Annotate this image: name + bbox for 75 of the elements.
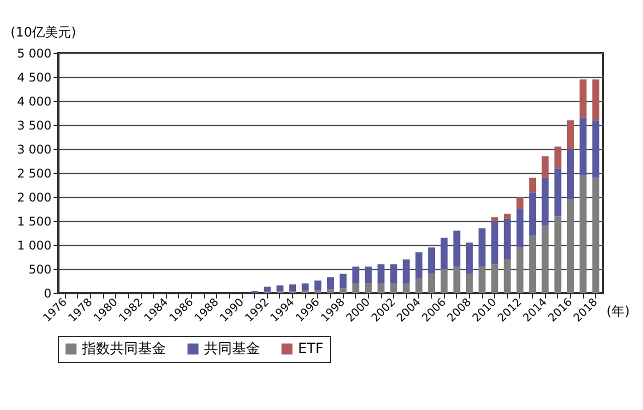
y-tick-label: 500 [28, 262, 52, 276]
bar [415, 252, 422, 279]
x-axis-title: (年) [606, 304, 630, 320]
bar [491, 217, 498, 221]
bar [580, 79, 587, 118]
legend-label: 指数共同基金 [81, 341, 166, 357]
bar [327, 277, 334, 290]
bar [415, 278, 422, 293]
bar [264, 286, 271, 292]
bar [364, 283, 372, 293]
bar [276, 285, 284, 292]
bar [428, 247, 436, 274]
bar [529, 235, 536, 293]
y-tick-label: 4 000 [17, 94, 52, 108]
bar [302, 283, 309, 291]
bar [428, 274, 436, 293]
bar [491, 221, 498, 264]
bar [378, 264, 384, 284]
bar [440, 238, 448, 269]
bar [466, 274, 473, 293]
y-tick-label: 1 000 [17, 238, 52, 252]
bar [554, 216, 562, 293]
bar [314, 280, 322, 290]
y-tick-label: 5 000 [17, 46, 52, 60]
bar [340, 288, 347, 293]
bar [478, 266, 486, 293]
y-axis-title: (10亿美元) [10, 24, 76, 40]
y-tick-label: 1 500 [17, 214, 52, 228]
y-tick-label: 2 500 [17, 166, 52, 180]
bar [390, 264, 398, 284]
bar [554, 146, 562, 168]
bar [314, 290, 322, 293]
legend-label: ETF [298, 341, 324, 357]
bar [542, 156, 549, 178]
bar [542, 178, 549, 226]
bar [289, 284, 296, 292]
bar [378, 283, 384, 293]
bar [504, 259, 511, 293]
bar [567, 149, 574, 200]
bar [340, 274, 347, 288]
y-tick-label: 2 000 [17, 190, 52, 204]
bar [504, 218, 511, 260]
legend-label: 共同基金 [204, 341, 260, 357]
bar [504, 214, 511, 219]
bar [516, 197, 524, 209]
bar [592, 120, 600, 178]
bar [516, 209, 524, 248]
bar [453, 230, 460, 267]
bar [402, 283, 410, 293]
bar [352, 283, 360, 293]
bar [440, 269, 448, 293]
y-tick-label: 3 500 [17, 118, 52, 132]
bar [567, 120, 574, 149]
bar [567, 199, 574, 293]
bar [516, 247, 524, 293]
bar [542, 226, 549, 293]
bar [390, 283, 398, 293]
bar [453, 266, 460, 293]
bar [580, 175, 587, 293]
bar [364, 266, 372, 284]
bar [592, 79, 600, 120]
bar [529, 192, 536, 236]
bar [554, 168, 562, 216]
bar [327, 289, 334, 293]
bar [580, 118, 587, 176]
y-tick-label: 0 [44, 286, 52, 300]
bar [466, 242, 473, 274]
y-tick-label: 4 500 [17, 70, 52, 84]
bar [529, 178, 536, 192]
bar [402, 259, 410, 284]
bar [478, 228, 486, 267]
bar [592, 178, 600, 293]
bar [491, 264, 498, 293]
y-tick-label: 3 000 [17, 142, 52, 156]
bar [352, 266, 360, 284]
